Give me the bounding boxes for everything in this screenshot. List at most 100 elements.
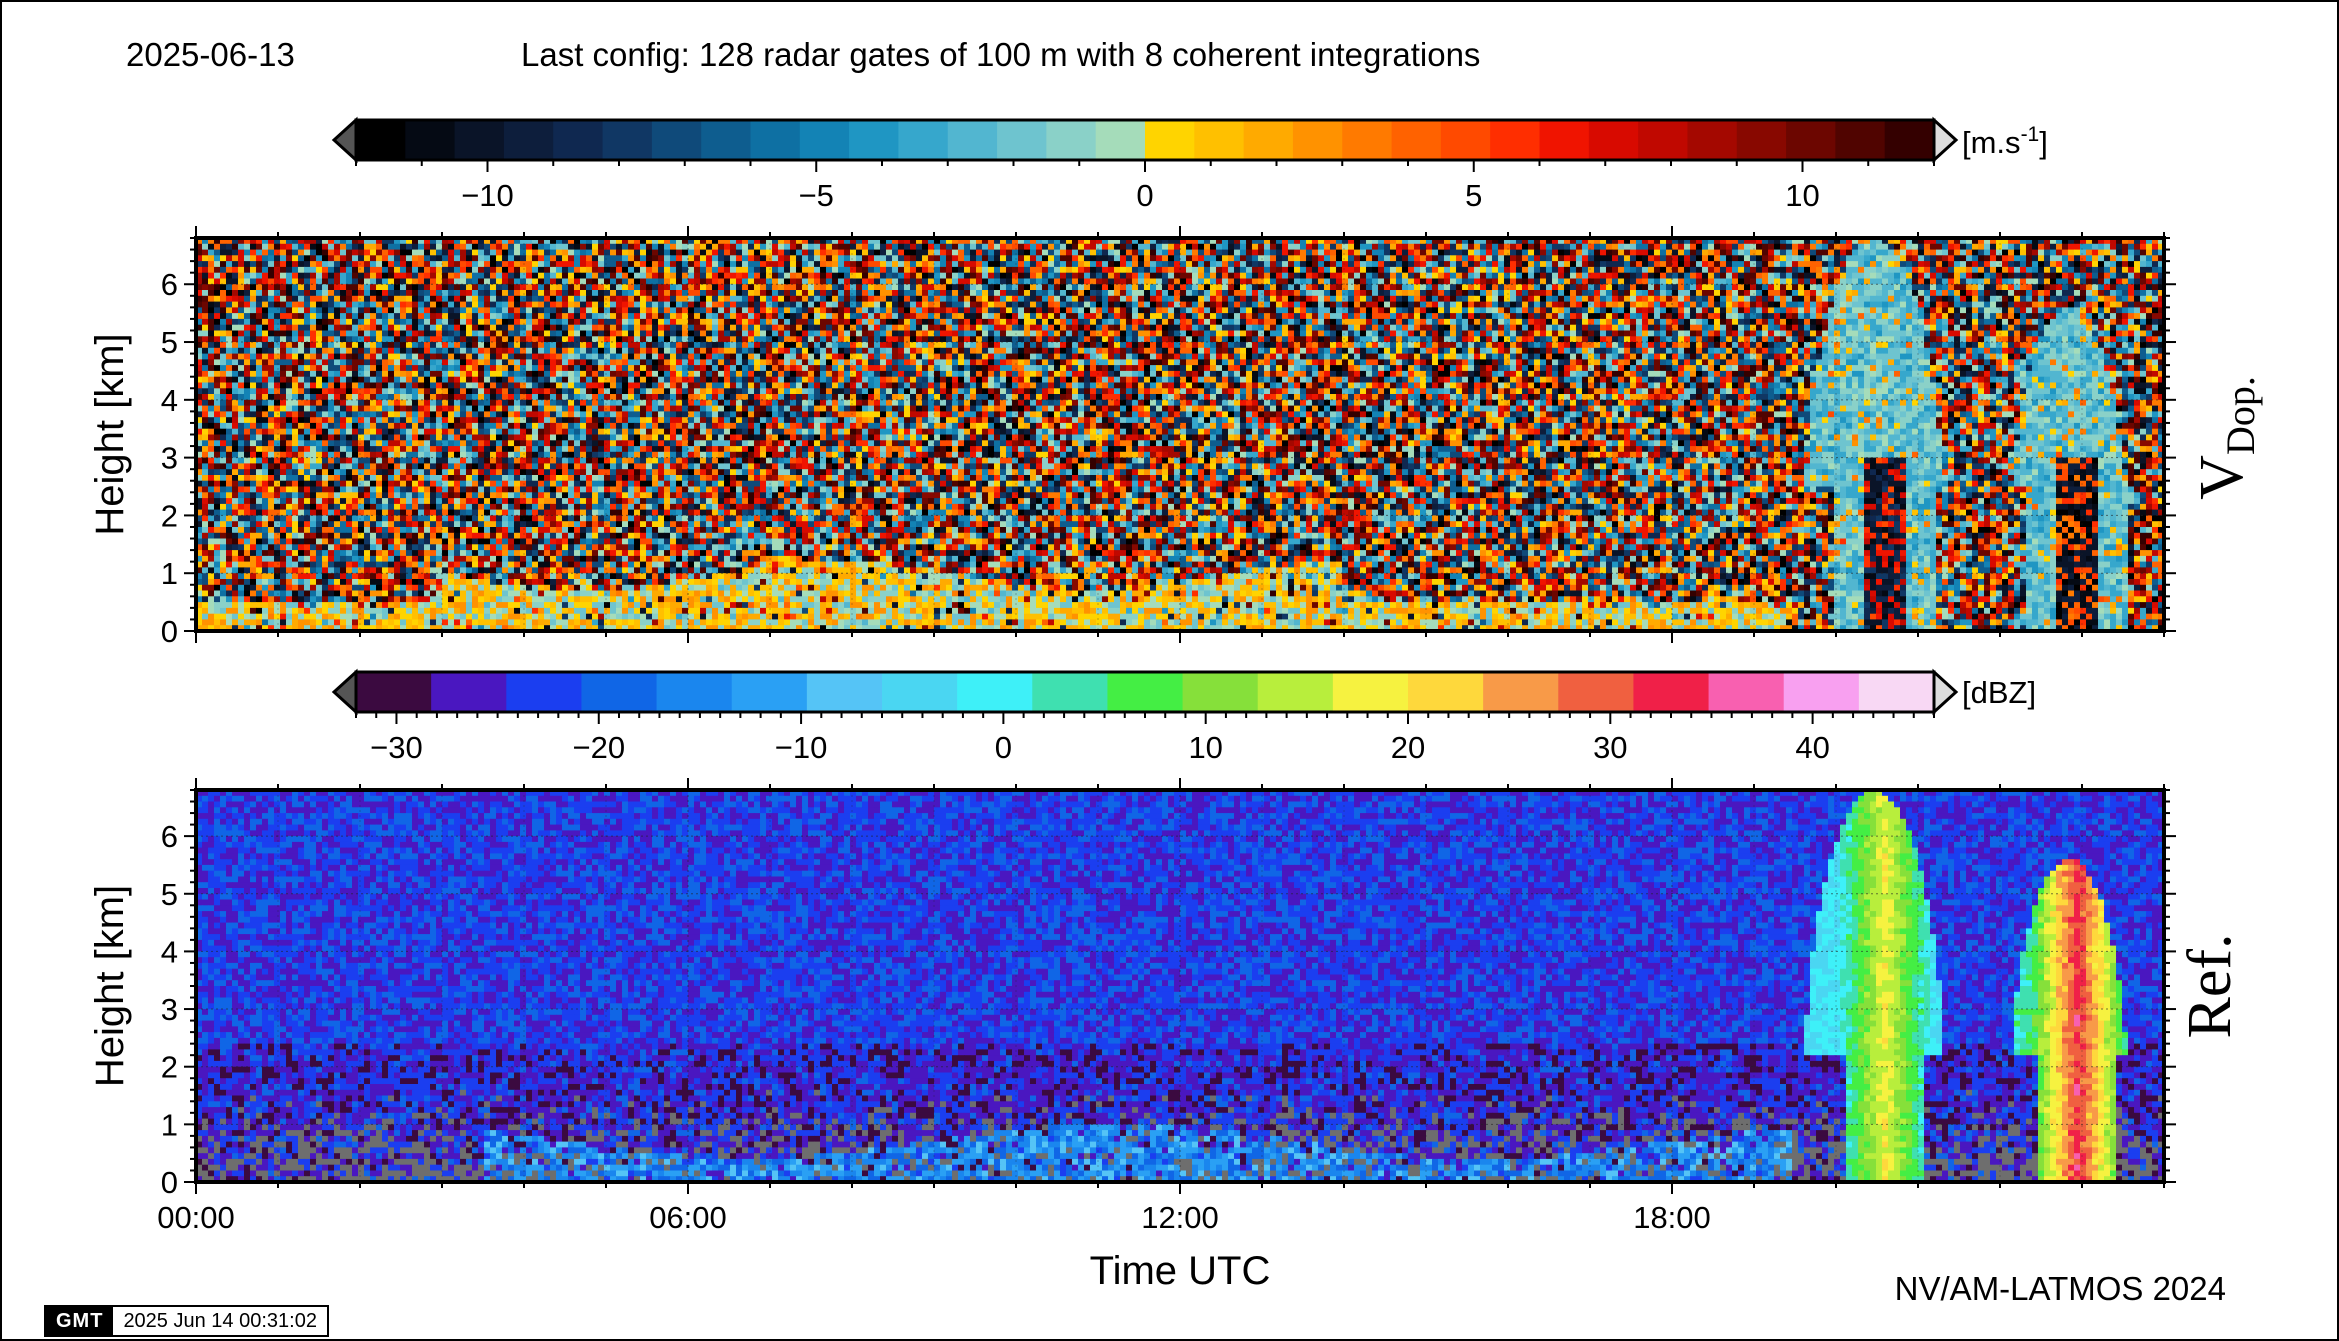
colorbar-swatch (454, 120, 505, 160)
colorbar-tick-label: −30 (370, 730, 423, 765)
colorbar-tick-label: 10 (1785, 178, 1819, 213)
colorbar-swatch (1736, 120, 1787, 160)
colorbar-swatch (1490, 120, 1541, 160)
credit-label: NV/AM-LATMOS 2024 (1895, 1270, 2226, 1308)
colorbar-swatch (356, 672, 432, 712)
colorbar-swatch (957, 672, 1033, 712)
colorbar-low-arrow (331, 116, 358, 164)
colorbar-swatch (1687, 120, 1738, 160)
x-axis-label: Time UTC (1090, 1249, 1271, 1293)
colorbar-swatch (1483, 672, 1559, 712)
colorbar-swatch (731, 672, 808, 712)
gmt-timestamp-badge: GMT 2025 Jun 14 00:31:02 (44, 1305, 329, 1337)
y-tick-label: 1 (161, 1107, 178, 1142)
colorbar-swatch (1884, 120, 1935, 160)
gmt-timestamp: 2025 Jun 14 00:31:02 (113, 1307, 327, 1335)
doppler-panel: 0 1 2 3 4 5 6 Height [km] VDop. (88, 226, 2263, 649)
y-tick-label: 1 (161, 556, 178, 591)
y-tick-label: 0 (161, 1165, 178, 1200)
colorbar-swatch (431, 672, 507, 712)
colorbar-tick-label: −10 (461, 178, 514, 213)
colorbar-swatch (1786, 120, 1836, 160)
colorbar-swatch (1342, 120, 1393, 160)
x-tick-label: 12:00 (1141, 1200, 1219, 1235)
colorbar-swatch (882, 672, 958, 712)
colorbar-swatch (1708, 672, 1785, 712)
doppler-colorbar: −10 −5 0 5 10 [m.s-1] (331, 116, 2048, 213)
y-tick-label: 3 (161, 992, 178, 1027)
colorbar-swatch (1835, 120, 1886, 160)
gmt-logo: GMT (46, 1307, 114, 1335)
x-tick-label: 18:00 (1633, 1200, 1711, 1235)
colorbar-swatch (1107, 672, 1184, 712)
colorbar-swatch (1194, 120, 1245, 160)
colorbar-swatch (506, 672, 583, 712)
colorbar-swatch (1539, 120, 1590, 160)
colorbar-tick-label: 5 (1465, 178, 1482, 213)
colorbar-swatch (651, 120, 702, 160)
colorbar-swatch (849, 120, 900, 160)
colorbar-swatch (1257, 672, 1334, 712)
y-tick-label: 0 (161, 614, 178, 649)
colorbar-swatch (1638, 120, 1689, 160)
colorbar-unit: [dBZ] (1962, 675, 2036, 710)
y-tick-label: 5 (161, 325, 178, 360)
y-tick-label: 6 (161, 819, 178, 854)
panel-label-doppler: VDop. (2188, 376, 2263, 500)
colorbar-swatch (1588, 120, 1639, 160)
colorbar-swatch (1032, 672, 1109, 712)
y-tick-label: 5 (161, 877, 178, 912)
colorbar-tick-label: −5 (799, 178, 834, 213)
y-axis-label: Height [km] (88, 885, 132, 1087)
y-tick-label: 2 (161, 1050, 178, 1085)
x-tick-label: 00:00 (157, 1200, 235, 1235)
colorbar-swatch (799, 120, 850, 160)
date-label: 2025-06-13 (126, 36, 295, 74)
colorbar-unit: [m.s-1] (1962, 123, 2048, 160)
colorbar-swatch (1046, 120, 1097, 160)
reflectivity-colorbar: −30 −20 −10 0 10 20 30 40 [dBZ] (331, 668, 2036, 765)
colorbar-high-arrow (1932, 668, 1959, 716)
y-tick-label: 4 (161, 383, 178, 418)
colorbar-tick-label: 20 (1391, 730, 1425, 765)
heatmap-field (196, 790, 2164, 1182)
colorbar-swatch (1440, 120, 1491, 160)
colorbar-swatch (1292, 120, 1343, 160)
colorbar-swatch (1095, 120, 1146, 160)
colorbar-swatch (1243, 120, 1294, 160)
colorbar-swatch (581, 672, 658, 712)
y-tick-label: 4 (161, 934, 178, 969)
colorbar-low-arrow (331, 668, 358, 716)
panel-label-reflectivity: Ref. (2176, 933, 2244, 1038)
colorbar-swatch (1558, 672, 1635, 712)
x-tick-label: 06:00 (649, 1200, 727, 1235)
colorbar-tick-label: 10 (1188, 730, 1222, 765)
colorbar-swatch (1783, 672, 1860, 712)
colorbar-swatch (1858, 672, 1935, 712)
heatmap-field (196, 238, 2164, 631)
colorbar-swatch (1332, 672, 1409, 712)
y-tick-label: 2 (161, 498, 178, 533)
colorbar-swatch (602, 120, 653, 160)
colorbar-swatch (1408, 672, 1484, 712)
reflectivity-panel: 0 1 2 3 4 5 6 Height [km] 00:00 06:00 12:00 18:00 Ti… (88, 778, 2244, 1293)
colorbar-tick-label: 0 (995, 730, 1012, 765)
colorbar-swatch (1391, 120, 1442, 160)
colorbar-tick-label: 0 (1136, 178, 1153, 213)
colorbar-swatch (997, 120, 1047, 160)
y-tick-label: 6 (161, 267, 178, 302)
colorbar-swatch (656, 672, 733, 712)
colorbar-swatch (553, 120, 604, 160)
config-label: Last config: 128 radar gates of 100 m wi… (521, 36, 1480, 74)
colorbar-high-arrow (1932, 116, 1959, 164)
colorbar-tick-label: −10 (775, 730, 828, 765)
colorbar-swatch (1182, 672, 1259, 712)
colorbar-swatch (405, 120, 456, 160)
colorbar-swatch (1145, 120, 1195, 160)
colorbar-swatch (806, 672, 883, 712)
y-axis-label: Height [km] (88, 333, 132, 535)
colorbar-tick-label: 30 (1593, 730, 1627, 765)
colorbar-swatch (1633, 672, 1710, 712)
